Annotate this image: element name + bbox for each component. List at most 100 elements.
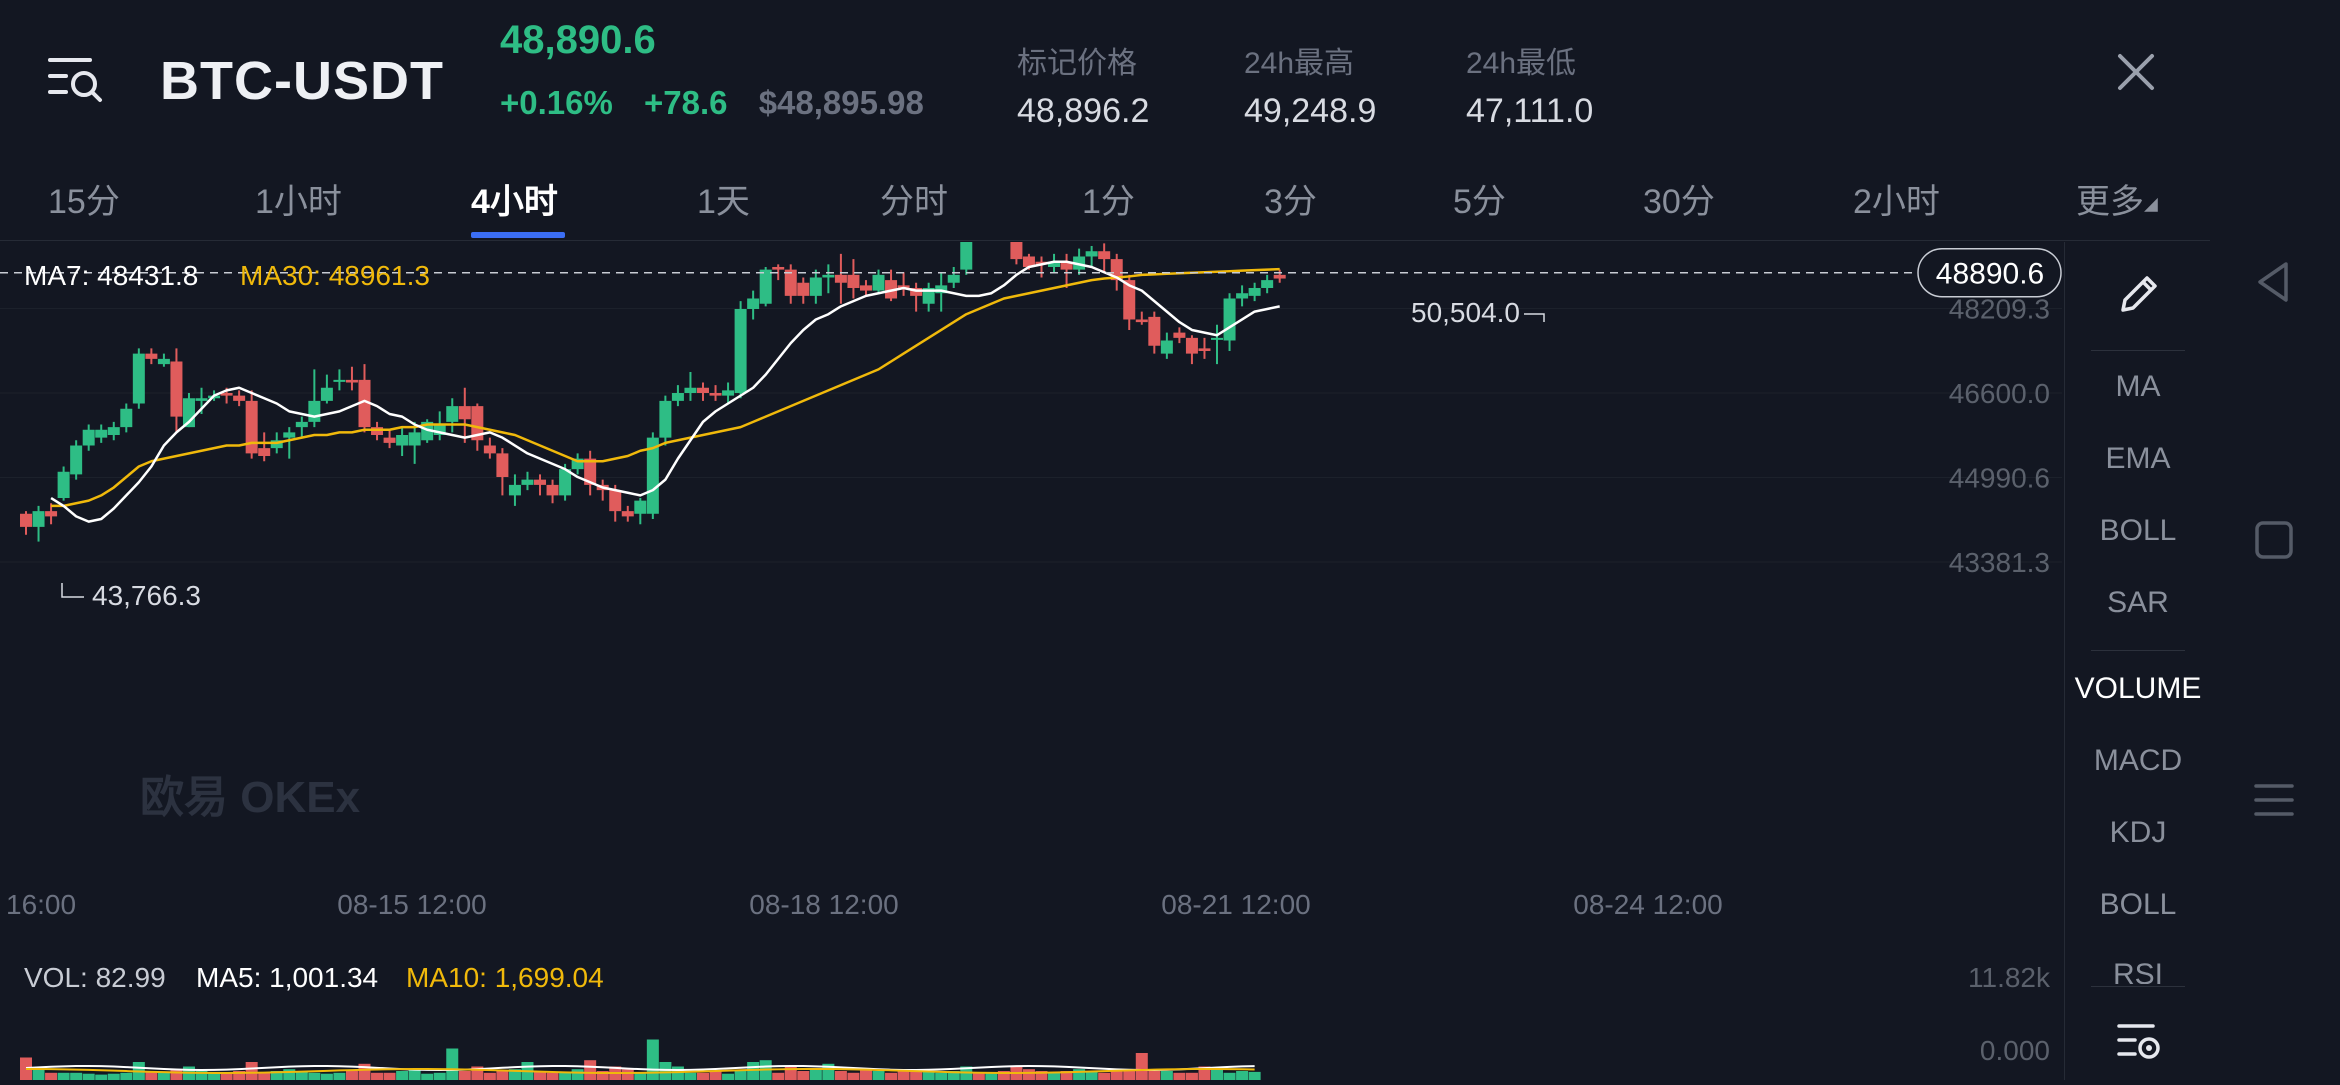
tab-1d[interactable]: 1天: [697, 183, 750, 221]
volume-bar-down: [997, 1071, 1010, 1080]
candle-up: [1236, 293, 1249, 299]
volume-bar-down: [534, 1071, 547, 1080]
indicator-kdj[interactable]: KDJ: [2109, 816, 2167, 849]
volume-bar-up: [120, 1072, 133, 1080]
tab-3m[interactable]: 3分: [1264, 183, 1317, 221]
candle-down: [1185, 337, 1198, 354]
indicator-macd[interactable]: MACD: [2093, 744, 2183, 777]
volume-bar-down: [458, 1071, 471, 1080]
tab-4h[interactable]: 4小时: [471, 183, 558, 221]
menu-search-icon: [48, 58, 102, 102]
tab-1h[interactable]: 1小时: [255, 183, 342, 221]
volume-bar-up: [320, 1073, 333, 1080]
candle-up: [1211, 337, 1224, 340]
change-amount: +78.6: [644, 84, 728, 121]
stat-label: 24h最高: [1244, 47, 1355, 80]
time-axis-label: 08-15 12:00: [337, 889, 486, 920]
candle-down: [1098, 251, 1111, 260]
indicator-settings-button[interactable]: [2113, 1014, 2165, 1066]
volume-bar-up: [1248, 1071, 1261, 1080]
moving-average-lines: [50, 260, 1280, 523]
candle-down: [458, 406, 471, 420]
volume-bar-down: [483, 1072, 496, 1080]
volume-bar-down: [145, 1071, 158, 1080]
time-axis-label: 08-18 12:00: [749, 889, 898, 920]
kline-chart-svg[interactable]: 欧易 OKEx 48890.6 49818.748209.346600.0449…: [0, 209, 2062, 1080]
indicator-panel: MA EMA BOLL SAR VOLUME MACD KDJ BOLL RSI: [2064, 242, 2211, 1080]
tab-1m[interactable]: 1分: [1082, 183, 1135, 221]
volume-ma10-line: [25, 1068, 1255, 1074]
price-axis-label: 43381.3: [1949, 547, 2050, 578]
volume-bar-down: [1022, 1069, 1035, 1080]
volume-bar-down: [709, 1071, 722, 1080]
market-list-menu-button[interactable]: [44, 48, 108, 112]
time-axis-label: 08-24 12:00: [1573, 889, 1722, 920]
volume-bar-down: [1135, 1053, 1148, 1080]
candle-down: [258, 448, 271, 457]
time-axis-label: 08-21 12:00: [1161, 889, 1310, 920]
candle-up: [1048, 261, 1061, 267]
volume-bar-down: [972, 1072, 985, 1080]
price-axis-label: 46600.0: [1949, 378, 2050, 409]
home-square-icon: [2255, 521, 2293, 559]
volume-bar-down: [621, 1069, 634, 1080]
candle-down: [1273, 274, 1286, 279]
volume-bar-down: [496, 1071, 509, 1080]
volume-bar-up: [107, 1073, 120, 1080]
candle-up: [32, 511, 45, 527]
candle-up: [132, 353, 145, 404]
tab-more[interactable]: 更多◢: [2076, 174, 2158, 223]
candle-down: [609, 490, 622, 512]
indicator-rsi[interactable]: RSI: [2112, 958, 2163, 984]
volume-bar-up: [935, 1072, 948, 1080]
tab-15m[interactable]: 15分: [48, 183, 120, 221]
ma7-line: [50, 260, 1280, 523]
low-24h-stat: 24h最低 47,111.0: [1466, 38, 1593, 131]
candle-up: [70, 445, 83, 475]
watermark-layer: 欧易 OKEx: [140, 773, 361, 822]
candle-up: [684, 387, 697, 393]
close-button[interactable]: [2108, 44, 2164, 100]
volume-bar-up: [684, 1072, 697, 1080]
volume-bar-up: [659, 1062, 672, 1080]
stat-label: 24h最低: [1466, 47, 1577, 80]
recents-button[interactable]: [2242, 768, 2306, 832]
indicator-boll[interactable]: BOLL: [2099, 514, 2177, 547]
candle-up: [935, 285, 948, 294]
volume-bar-down: [897, 1069, 910, 1080]
volume-bar-down: [1060, 1071, 1073, 1080]
volume-bar-up: [1236, 1071, 1249, 1080]
tab-2h[interactable]: 2小时: [1853, 183, 1940, 221]
system-nav-bar: [2210, 0, 2340, 1080]
volume-bar-up: [872, 1071, 885, 1080]
indicator-boll-sub[interactable]: BOLL: [2099, 888, 2177, 921]
tab-5m[interactable]: 5分: [1453, 183, 1506, 221]
indicator-ema[interactable]: EMA: [2105, 442, 2171, 475]
candle-up: [333, 379, 346, 382]
candlestick-series: [20, 219, 1286, 542]
candle-down: [1148, 316, 1161, 346]
high-24h-stat: 24h最高 49,248.9: [1244, 38, 1376, 131]
candle-up: [571, 458, 584, 470]
candle-down: [1135, 319, 1148, 323]
indicator-volume[interactable]: VOLUME: [2074, 672, 2202, 705]
change-percent: +0.16%: [500, 84, 613, 121]
indicator-ma[interactable]: MA: [2115, 370, 2161, 403]
candle-down: [233, 395, 246, 401]
candle-down: [358, 379, 371, 428]
volume-bar-up: [283, 1069, 296, 1080]
candle-up: [295, 421, 308, 428]
back-button[interactable]: [2242, 250, 2306, 314]
candle-down: [1022, 256, 1035, 267]
volume-axis-label: 11.82k: [1968, 962, 2051, 993]
home-button[interactable]: [2242, 508, 2306, 572]
divider: [2091, 650, 2185, 651]
tab-timeline[interactable]: 分时: [880, 183, 948, 221]
indicator-sar[interactable]: SAR: [2107, 586, 2169, 619]
trading-pair-title[interactable]: BTC-USDT: [160, 51, 444, 111]
volume-bar-up: [408, 1069, 421, 1080]
kline-chart[interactable]: 欧易 OKEx 48890.6 49818.748209.346600.0449…: [0, 209, 2062, 1080]
draw-tool-button[interactable]: [2113, 268, 2165, 320]
candle-down: [1035, 261, 1048, 265]
tab-30m[interactable]: 30分: [1643, 183, 1715, 221]
